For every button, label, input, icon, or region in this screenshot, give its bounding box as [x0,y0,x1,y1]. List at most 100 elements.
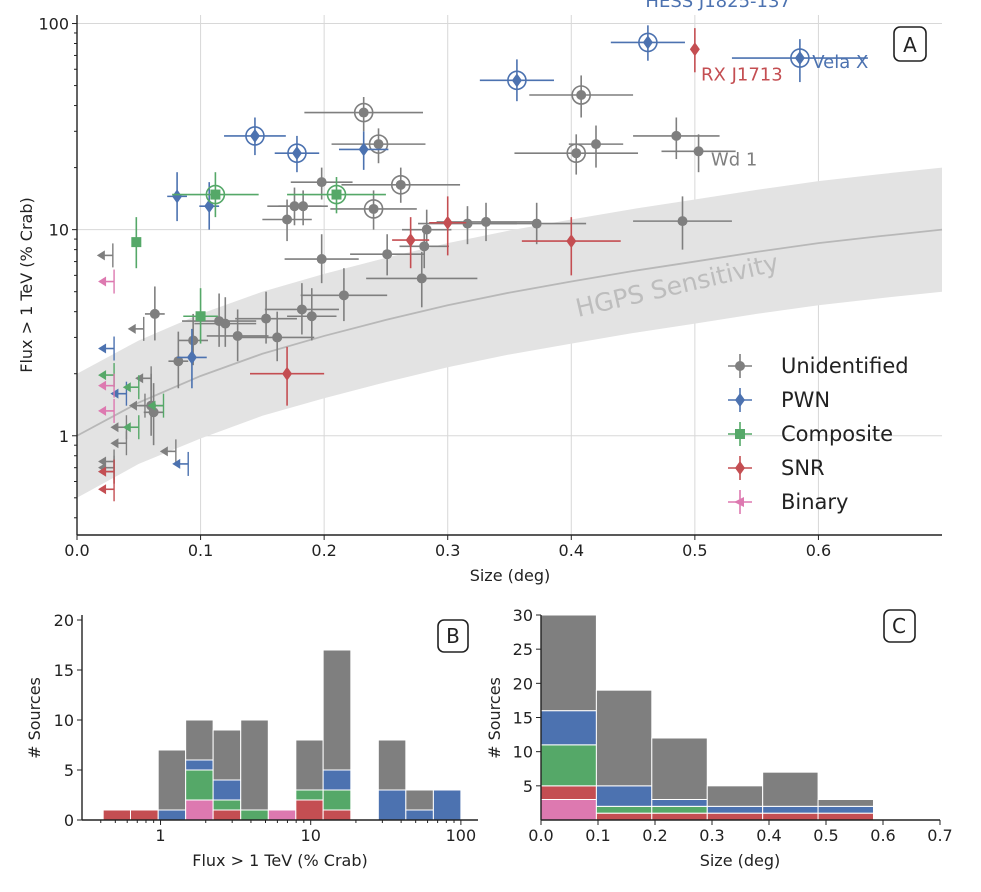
extended-ring [368,134,389,154]
source-point-unidentified [235,291,297,344]
bar-pwn [432,789,462,821]
ytick-label: 15 [54,661,74,680]
limit-arrow [98,343,107,354]
panel-a-ytick-label: 1 [59,427,69,446]
source-marker [642,35,653,50]
extended-ring [353,102,374,123]
legend-entry-snr: SNR [728,456,825,480]
panel-a-annotations: HESS J1825-137 RX J1713 Vela X Wd 1 [645,0,868,170]
limit-arrow [172,458,181,469]
bar-pwn [157,809,187,821]
source-marker [566,234,577,249]
legend-entry-unidentified: Unidentified [728,354,909,378]
extended-ring [790,48,810,68]
xtick-label: 0.7 [927,826,952,845]
ytick-label: 10 [513,743,533,762]
source-point-unidentified [436,202,536,242]
legend-marker [735,429,745,439]
source-marker [282,366,293,381]
bar-composite [240,809,269,821]
limit-arrow [96,250,105,261]
source-point-unidentified [287,288,337,341]
limit-arrow [110,438,119,449]
ytick-label: 5 [523,777,533,796]
source-marker [195,311,206,322]
panel-a-ytick-label: 100 [38,15,69,34]
source-point-unidentified [168,331,189,389]
panel-a-xtick-label: 0.4 [559,541,584,560]
source-marker [442,215,453,230]
bar-snr [762,812,819,821]
ytick-label: 0 [64,811,74,830]
panel-a-points [96,25,868,502]
source-marker [382,249,393,260]
bar-snr [322,809,352,821]
source-point-snr [250,346,325,406]
limit-arrow [159,446,168,457]
source-point-unidentified [514,134,639,175]
upper-limit-unidentified [127,316,145,341]
upper-limit-pwn [98,336,115,361]
panel-a-legend: Unidentified PWN Composite SNR Binary [728,354,909,514]
bar-snr [212,809,242,821]
limit-arrow [122,422,131,433]
bar-unidentified [240,719,269,811]
source-marker [186,350,197,365]
legend-label: Composite [781,422,893,446]
bar-pwn [706,805,764,814]
bar-composite [212,799,242,811]
bar-snr [595,812,653,821]
source-marker [693,146,704,157]
bar-unidentified [185,719,214,761]
upper-limit-unidentified [96,243,114,268]
panel-b-flux-histogram: 1 10 100 0 5 10 15 20 B Flux > 1 TeV (% Crab) #… [25,611,478,870]
bar-pwn [212,779,242,801]
sensitivity-band [77,167,942,498]
panel-c-label: C [892,614,906,638]
source-marker [331,189,342,200]
panel-a-ylabel: Flux > 1 TeV (% Crab) [17,197,36,373]
limit-arrow [98,370,107,381]
source-marker [571,148,582,159]
source-marker [131,237,142,248]
limit-arrow [147,400,156,411]
source-point-unidentified [487,202,587,245]
bar-pwn [322,769,352,791]
source-point-pwn [731,39,868,83]
panel-a-xtick-label: 0.5 [682,541,707,560]
legend-marker [734,497,744,507]
source-point-unidentified [143,383,164,446]
annotation-pwn: Vela X [812,52,868,73]
bar-unidentified [651,737,708,800]
legend-entry-composite: Composite [728,422,893,446]
bar-snr [651,812,708,821]
source-marker [316,254,327,265]
source-point-unidentified [330,190,417,230]
source-point-unidentified [194,297,257,347]
limit-arrow [98,380,107,391]
bar-snr [817,812,874,821]
panel-a-label: A [903,33,917,57]
source-marker [232,330,243,341]
panel-a-xtick-label: 0.2 [311,541,336,560]
source-marker [298,201,309,212]
bar-unidentified [540,614,597,712]
source-point-unidentified [350,234,425,276]
source-point-unidentified [366,251,478,308]
extended-ring [507,70,527,91]
extended-ring [638,32,658,53]
source-point-pwn [274,135,320,173]
extended-ring [205,184,226,205]
upper-limit-binary [98,269,115,294]
annotation-snr: RX J1713 [701,64,783,85]
panel-b-label-box: B [437,619,469,653]
bar-unidentified [157,749,187,811]
bar-pwn [651,799,708,807]
bar-binary [185,799,214,821]
source-marker [531,218,542,229]
upper-limit-pwn [172,451,189,476]
source-marker [794,51,805,66]
source-point-unidentified [264,283,339,335]
extended-ring [245,126,265,146]
source-marker [416,273,427,284]
